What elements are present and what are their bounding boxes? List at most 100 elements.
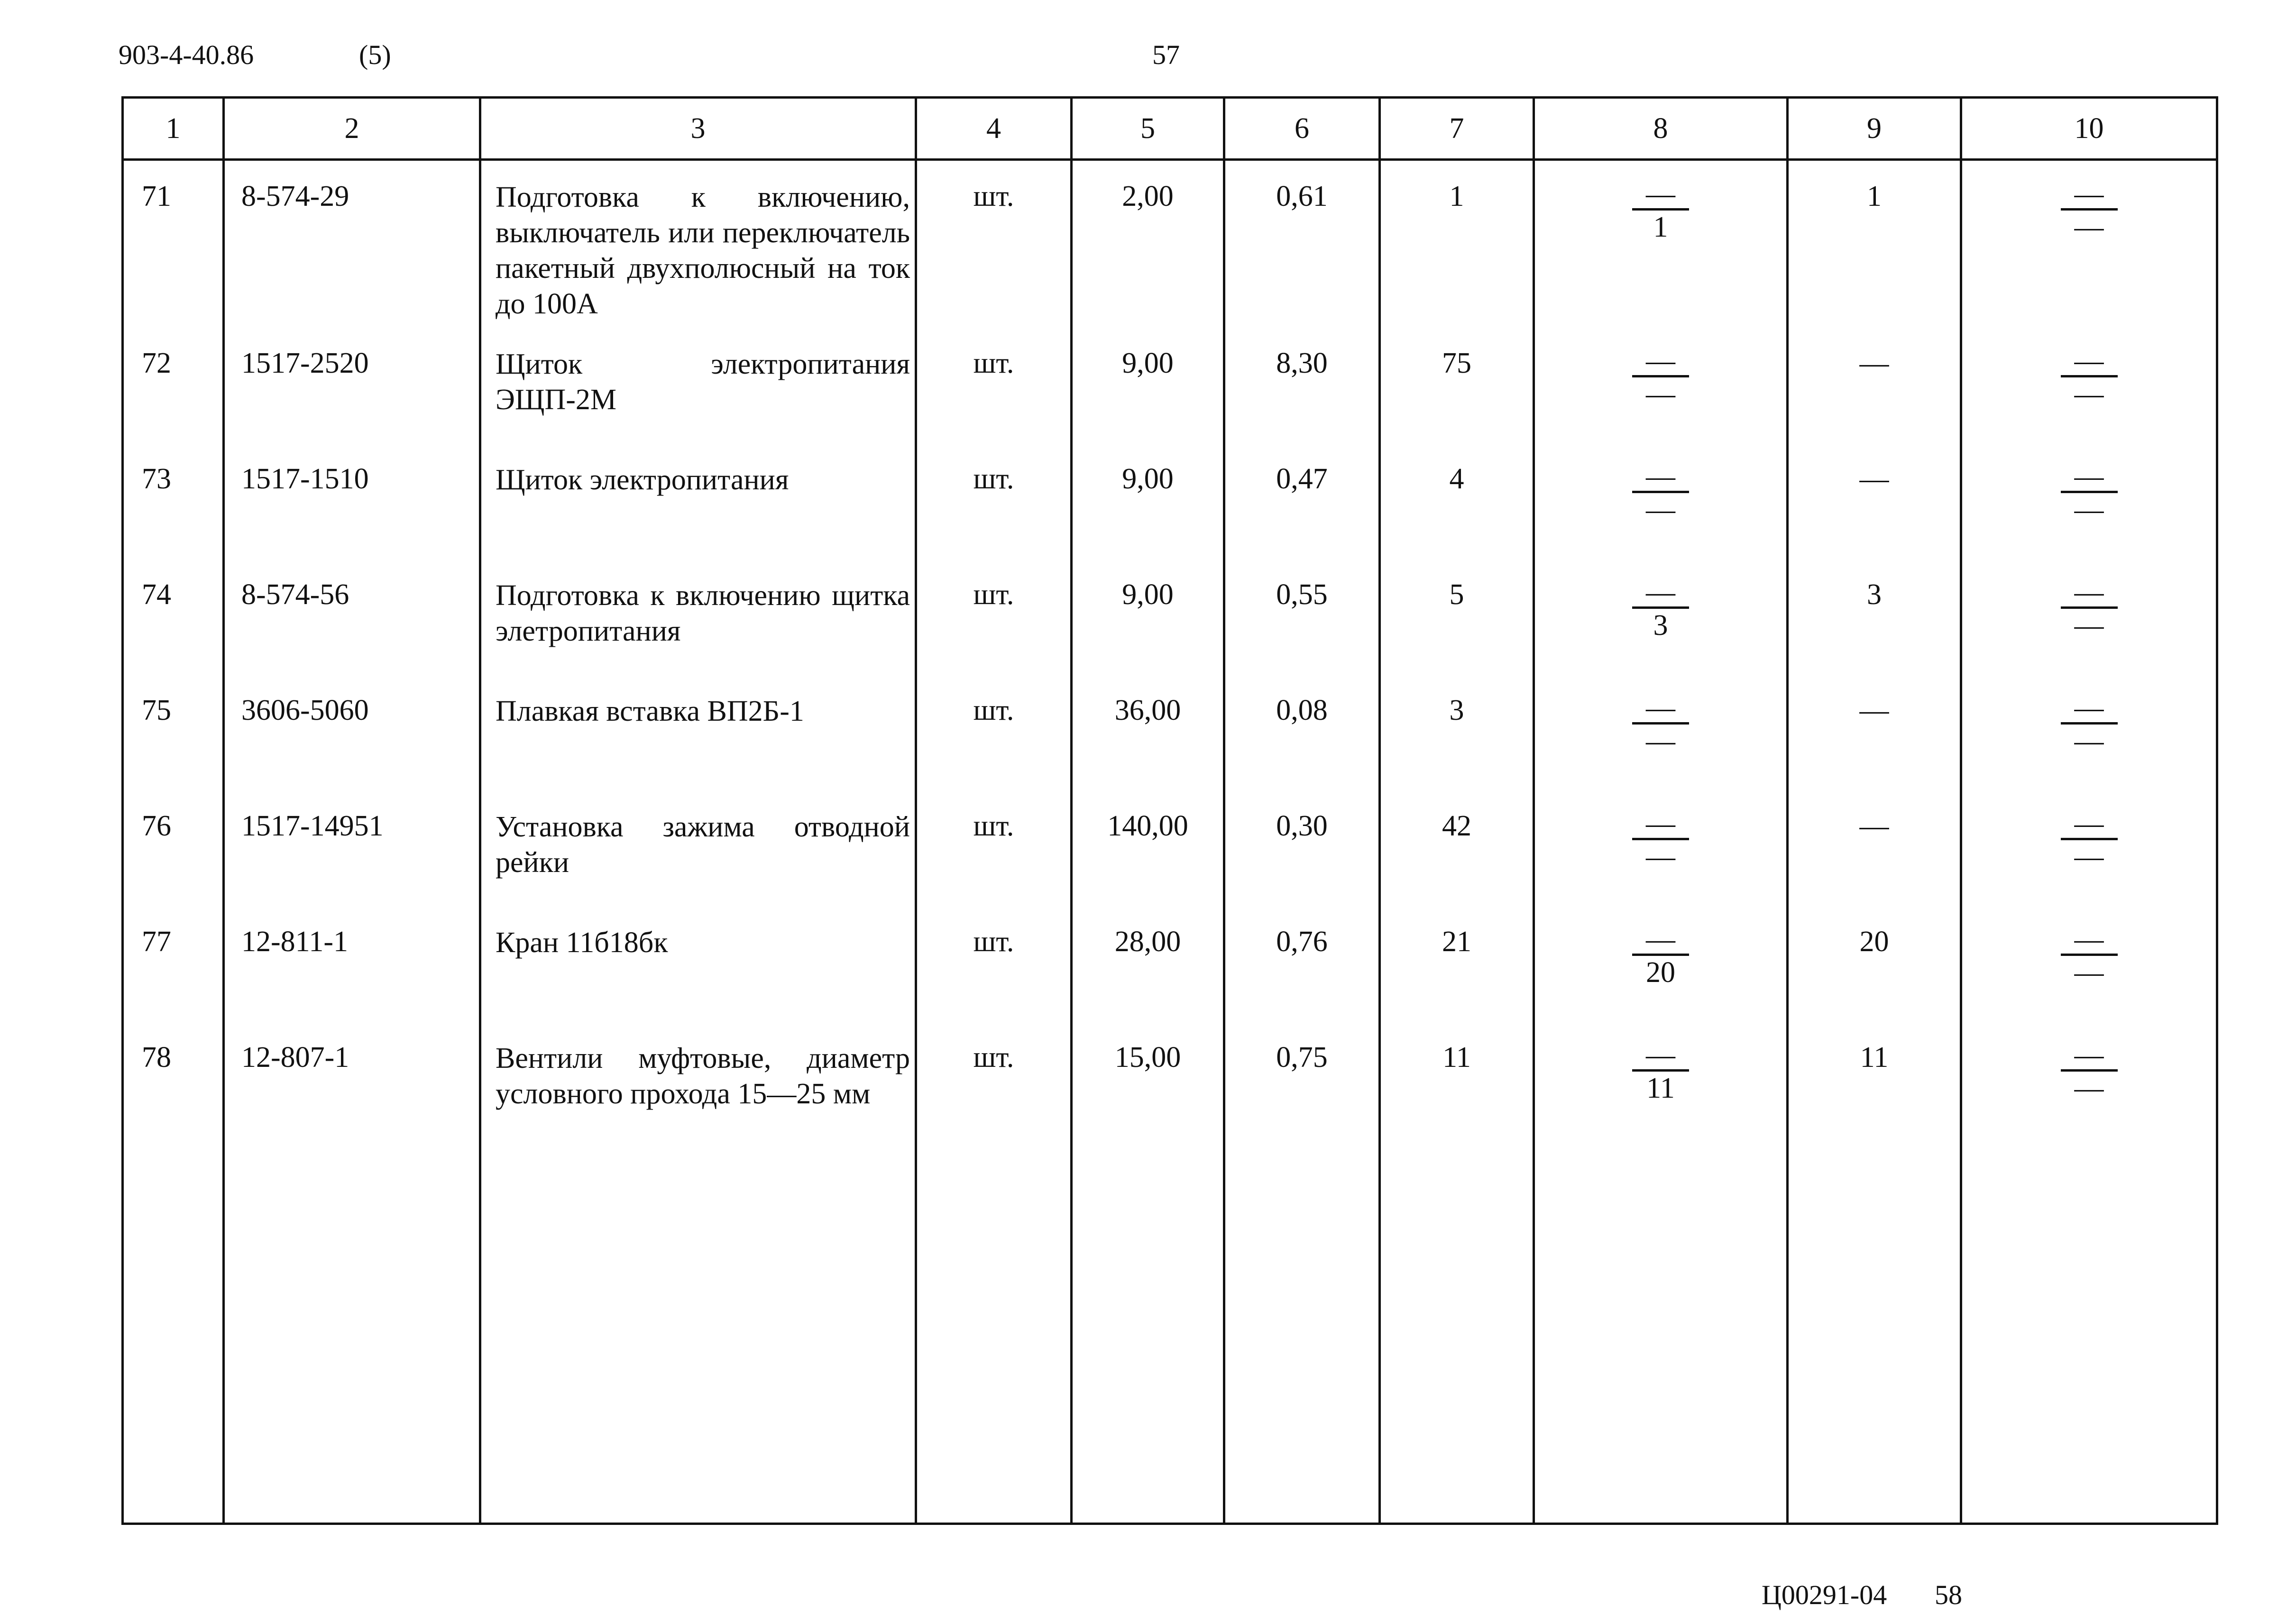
col7-value: 11 (1378, 1040, 1535, 1525)
col5-value: 15,00 (1070, 1040, 1225, 1525)
unit: шт. (915, 693, 1073, 809)
col5-value: 28,00 (1070, 925, 1225, 1041)
col6-value: 0,55 (1223, 578, 1381, 694)
col10-fraction-top: — (2060, 809, 2118, 840)
col8-fraction-bottom: — (1646, 725, 1675, 757)
document-code: 903-4-40.86 (119, 39, 254, 70)
col10-fraction: — — (1960, 925, 2218, 1041)
col8-fraction-top: — (1632, 346, 1689, 377)
col9-value: — (1786, 693, 1962, 809)
col10-fraction: — — (1960, 1040, 2218, 1525)
unit: шт. (915, 925, 1073, 1041)
col5-value: 36,00 (1070, 693, 1225, 809)
col10-fraction-top: — (2060, 693, 2118, 725)
unit: шт. (915, 159, 1073, 347)
document-part: (5) (359, 39, 391, 70)
col6-value: 0,08 (1223, 693, 1381, 809)
col7-value: 42 (1378, 809, 1535, 925)
table-row: 72 1517-2520 Щиток электропитания ЭЩП-2М шт… (121, 346, 2218, 462)
col8-fraction: —1 (1533, 159, 1789, 347)
col5-value: 140,00 (1070, 809, 1225, 925)
item-name: Плавкая вставка ВП2Б-1 (479, 693, 917, 809)
column-header: 4 (915, 96, 1073, 161)
col8-fraction-bottom: — (1646, 493, 1675, 526)
item-name: Щиток электропитания ЭЩП-2М (479, 346, 917, 462)
col8-fraction: — — (1533, 693, 1789, 809)
row-number: 78 (121, 1040, 225, 1525)
col5-value: 9,00 (1070, 462, 1225, 578)
col6-value: 0,30 (1223, 809, 1381, 925)
col9-value: 11 (1786, 1040, 1962, 1525)
col10-fraction-bottom: — (2074, 956, 2104, 989)
col7-value: 75 (1378, 346, 1535, 462)
item-code: 12-807-1 (222, 1040, 481, 1525)
col8-fraction-bottom: — (1646, 840, 1675, 873)
table-row: 74 8-574-56 Подготовка к включению щитка э… (121, 578, 2218, 694)
column-header: 3 (479, 96, 917, 161)
col9-value: — (1786, 462, 1962, 578)
row-number: 72 (121, 346, 225, 462)
col10-fraction: — — (1960, 346, 2218, 462)
column-header: 5 (1070, 96, 1225, 161)
col10-fraction-top: — (2060, 925, 2118, 956)
col8-fraction-top: — (1632, 809, 1689, 840)
row-number: 75 (121, 693, 225, 809)
col8-fraction-top: — (1632, 578, 1689, 609)
col10-fraction: — — (1960, 462, 2218, 578)
col10-fraction: — — (1960, 578, 2218, 694)
column-header: 6 (1223, 96, 1381, 161)
item-code: 8-574-56 (222, 578, 481, 694)
col10-fraction-top: — (2060, 179, 2118, 211)
table-row: 71 8-574-29 Подготовка к включению, выключ… (121, 159, 2218, 347)
col8-fraction: —11 (1533, 1040, 1789, 1525)
column-header: 1 (121, 96, 225, 161)
col8-fraction-bottom: 11 (1646, 1072, 1675, 1104)
table-row: 76 1517-14951 Установка зажима отводной ре… (121, 809, 2218, 925)
col7-value: 21 (1378, 925, 1535, 1041)
col10-fraction-bottom: — (2074, 609, 2104, 642)
col9-value: 1 (1786, 159, 1962, 347)
col9-value: 3 (1786, 578, 1962, 694)
item-code: 12-811-1 (222, 925, 481, 1041)
col10-fraction-bottom: — (2074, 1072, 2104, 1104)
item-name: Вентили муфтовые, диаметр условного прох… (479, 1040, 917, 1525)
unit: шт. (915, 462, 1073, 578)
table-row: 75 3606-5060 Плавкая вставка ВП2Б-1 шт. 36,0… (121, 693, 2218, 809)
col8-fraction-top: — (1632, 179, 1689, 211)
col5-value: 9,00 (1070, 578, 1225, 694)
col10-fraction: — — (1960, 809, 2218, 925)
unit: шт. (915, 1040, 1073, 1525)
col8-fraction-top: — (1632, 1040, 1689, 1072)
col8-fraction-top: — (1632, 462, 1689, 493)
col7-value: 4 (1378, 462, 1535, 578)
column-header: 7 (1378, 96, 1535, 161)
col5-value: 2,00 (1070, 159, 1225, 347)
item-name: Кран 11б18бк (479, 925, 917, 1041)
header-row: 1 2 3 4 5 6 7 8 9 10 (121, 96, 2218, 161)
footer-page-number: 58 (1935, 1579, 1962, 1610)
item-code: 8-574-29 (222, 159, 481, 347)
col8-fraction-bottom: — (1646, 377, 1675, 410)
col5-value: 9,00 (1070, 346, 1225, 462)
col7-value: 1 (1378, 159, 1535, 347)
col8-fraction: —20 (1533, 925, 1789, 1041)
item-name: Щиток электропитания (479, 462, 917, 578)
table-row: 73 1517-1510 Щиток электропитания шт. 9,00 0,… (121, 462, 2218, 578)
row-number: 76 (121, 809, 225, 925)
col9-value: — (1786, 809, 1962, 925)
col8-fraction-top: — (1632, 693, 1689, 725)
footer-code: Ц00291-04 (1762, 1579, 1887, 1610)
item-name: Подготовка к включению щитка элетропитан… (479, 578, 917, 694)
item-name: Подготовка к включению, выключатель или … (479, 159, 917, 347)
item-code: 1517-1510 (222, 462, 481, 578)
row-number: 74 (121, 578, 225, 694)
col10-fraction-bottom: — (2074, 377, 2104, 410)
col8-fraction-bottom: 20 (1646, 956, 1675, 989)
col8-fraction-top: — (1632, 925, 1689, 956)
col8-fraction: —3 (1533, 578, 1789, 694)
col6-value: 8,30 (1223, 346, 1381, 462)
unit: шт. (915, 346, 1073, 462)
column-header: 8 (1533, 96, 1789, 161)
column-header: 9 (1786, 96, 1962, 161)
col8-fraction-bottom: 1 (1653, 211, 1668, 243)
